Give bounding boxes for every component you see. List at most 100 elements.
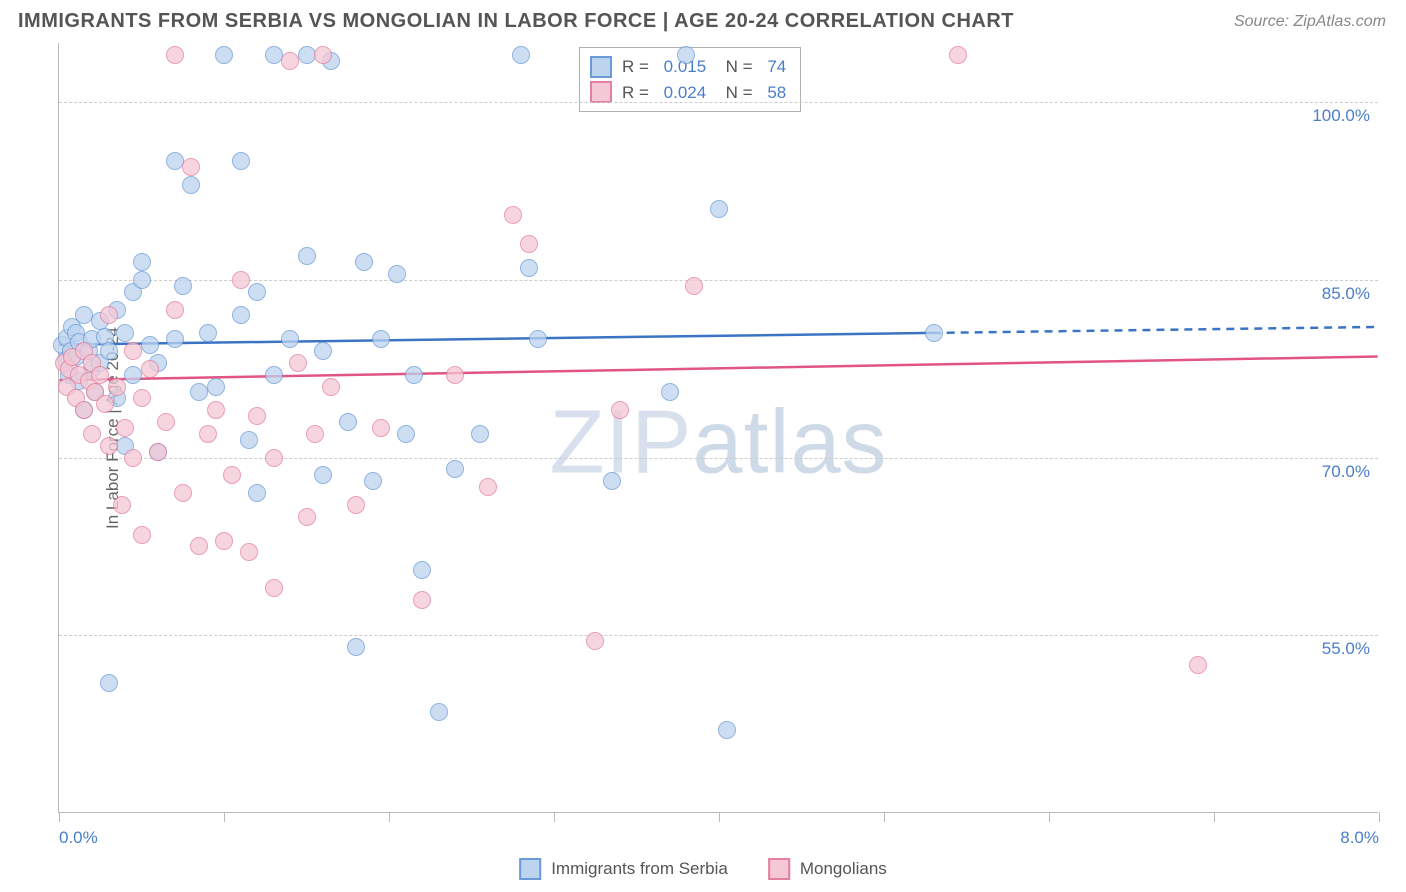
n-value: 74 bbox=[767, 54, 786, 80]
gridline bbox=[59, 635, 1378, 636]
data-point bbox=[355, 253, 373, 271]
data-point bbox=[364, 472, 382, 490]
chart-title: IMMIGRANTS FROM SERBIA VS MONGOLIAN IN L… bbox=[18, 10, 1014, 33]
gridline bbox=[59, 280, 1378, 281]
x-tick bbox=[554, 812, 555, 822]
data-point bbox=[199, 324, 217, 342]
source-label: Source: ZipAtlas.com bbox=[1234, 13, 1386, 31]
x-tick bbox=[1214, 812, 1215, 822]
x-tick bbox=[719, 812, 720, 822]
scatter-plot: ZIPatlas R = 0.015 N = 74 R = 0.024 N = … bbox=[58, 43, 1378, 813]
data-point bbox=[240, 543, 258, 561]
data-point bbox=[166, 301, 184, 319]
watermark: ZIPatlas bbox=[549, 391, 887, 494]
bottom-legend: Immigrants from Serbia Mongolians bbox=[519, 858, 887, 880]
data-point bbox=[430, 703, 448, 721]
swatch-icon bbox=[519, 858, 541, 880]
data-point bbox=[248, 407, 266, 425]
data-point bbox=[611, 401, 629, 419]
data-point bbox=[446, 460, 464, 478]
data-point bbox=[215, 46, 233, 64]
data-point bbox=[265, 46, 283, 64]
data-point bbox=[149, 443, 167, 461]
data-point bbox=[223, 466, 241, 484]
data-point bbox=[520, 235, 538, 253]
data-point bbox=[314, 46, 332, 64]
data-point bbox=[265, 366, 283, 384]
data-point bbox=[232, 271, 250, 289]
data-point bbox=[240, 431, 258, 449]
data-point bbox=[166, 152, 184, 170]
data-point bbox=[91, 366, 109, 384]
data-point bbox=[372, 330, 390, 348]
data-point bbox=[339, 413, 357, 431]
data-point bbox=[265, 579, 283, 597]
x-tick-label: 8.0% bbox=[1340, 828, 1379, 848]
data-point bbox=[133, 271, 151, 289]
data-point bbox=[182, 176, 200, 194]
data-point bbox=[199, 425, 217, 443]
data-point bbox=[207, 401, 225, 419]
data-point bbox=[281, 52, 299, 70]
data-point bbox=[190, 537, 208, 555]
data-point bbox=[124, 449, 142, 467]
data-point bbox=[281, 330, 299, 348]
data-point bbox=[248, 283, 266, 301]
data-point bbox=[215, 532, 233, 550]
data-point bbox=[96, 395, 114, 413]
data-point bbox=[100, 306, 118, 324]
data-point bbox=[232, 152, 250, 170]
legend-label: Immigrants from Serbia bbox=[551, 859, 728, 879]
y-tick-label: 100.0% bbox=[1312, 106, 1370, 126]
data-point bbox=[586, 632, 604, 650]
data-point bbox=[100, 674, 118, 692]
data-point bbox=[314, 466, 332, 484]
x-tick-label: 0.0% bbox=[59, 828, 98, 848]
x-tick bbox=[389, 812, 390, 822]
x-tick bbox=[884, 812, 885, 822]
data-point bbox=[174, 484, 192, 502]
y-tick-label: 55.0% bbox=[1322, 639, 1370, 659]
data-point bbox=[529, 330, 547, 348]
data-point bbox=[113, 496, 131, 514]
legend-item: Mongolians bbox=[768, 858, 887, 880]
trend-lines bbox=[59, 43, 1378, 812]
data-point bbox=[372, 419, 390, 437]
y-tick-label: 85.0% bbox=[1322, 284, 1370, 304]
stats-row: R = 0.024 N = 58 bbox=[590, 80, 786, 106]
data-point bbox=[677, 46, 695, 64]
data-point bbox=[75, 401, 93, 419]
data-point bbox=[265, 449, 283, 467]
swatch-icon bbox=[590, 81, 612, 103]
data-point bbox=[182, 158, 200, 176]
data-point bbox=[298, 247, 316, 265]
n-value: 58 bbox=[767, 80, 786, 106]
data-point bbox=[166, 330, 184, 348]
data-point bbox=[413, 561, 431, 579]
data-point bbox=[166, 46, 184, 64]
data-point bbox=[347, 638, 365, 656]
data-point bbox=[347, 496, 365, 514]
data-point bbox=[207, 378, 225, 396]
data-point bbox=[116, 419, 134, 437]
data-point bbox=[306, 425, 324, 443]
data-point bbox=[133, 389, 151, 407]
data-point bbox=[75, 306, 93, 324]
data-point bbox=[157, 413, 175, 431]
data-point bbox=[925, 324, 943, 342]
data-point bbox=[413, 591, 431, 609]
data-point bbox=[298, 46, 316, 64]
gridline bbox=[59, 458, 1378, 459]
data-point bbox=[141, 360, 159, 378]
data-point bbox=[83, 425, 101, 443]
data-point bbox=[685, 277, 703, 295]
data-point bbox=[504, 206, 522, 224]
data-point bbox=[133, 253, 151, 271]
data-point bbox=[314, 342, 332, 360]
data-point bbox=[446, 366, 464, 384]
legend-item: Immigrants from Serbia bbox=[519, 858, 728, 880]
legend-label: Mongolians bbox=[800, 859, 887, 879]
x-tick bbox=[1379, 812, 1380, 822]
x-tick bbox=[224, 812, 225, 822]
x-tick bbox=[1049, 812, 1050, 822]
